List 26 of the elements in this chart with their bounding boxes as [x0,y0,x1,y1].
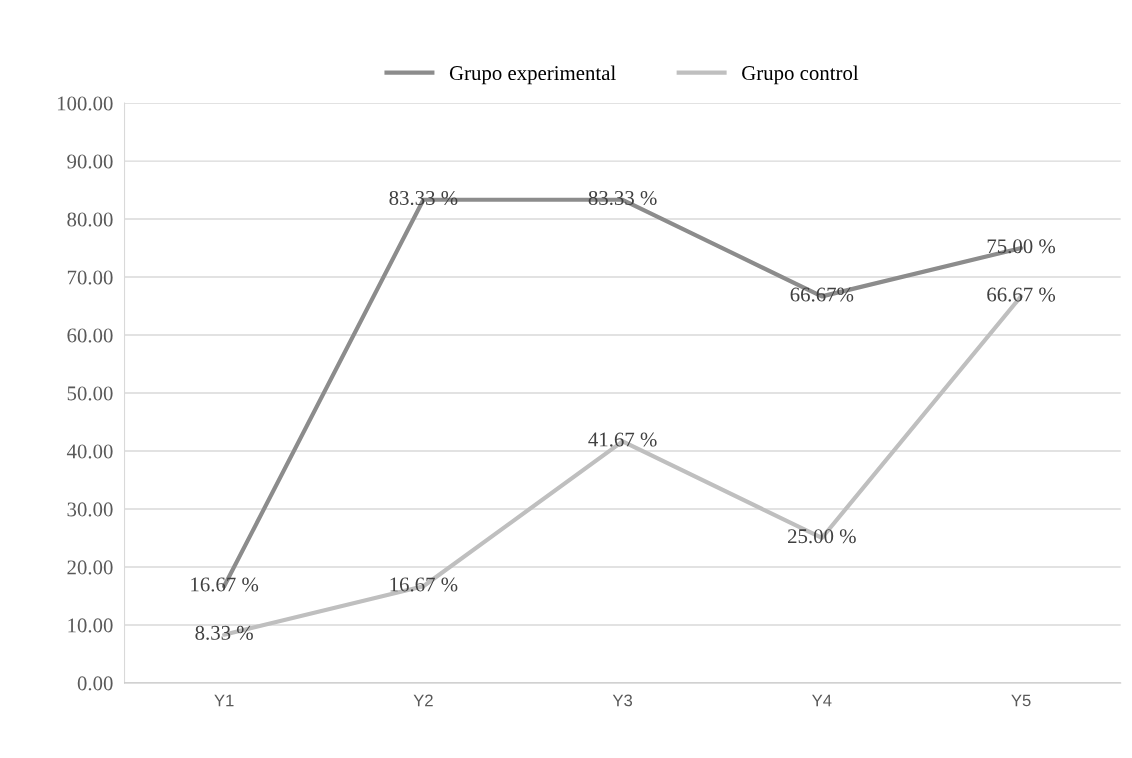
data-label: 83.33 % [588,190,657,206]
data-label: 66.67 % [987,287,1056,302]
y-tick-label: 70.00 [67,270,113,285]
x-tick-label: Y5 [1011,694,1031,707]
x-tick-label: Y4 [812,694,832,707]
x-tick-label: Y1 [214,694,234,707]
legend-label: Grupo experimental [449,65,616,85]
y-tick-label: 80.00 [67,212,113,227]
y-tick-label: 100.00 [57,96,113,111]
y-tick-label: 90.00 [67,154,113,169]
y-tick-label: 0.00 [77,676,113,691]
data-label: 16.67 % [390,577,458,592]
data-label: 41.67 % [588,432,657,447]
x-tick-label: Y2 [413,694,433,707]
y-tick-label: 30.00 [67,502,113,517]
y-tick-label: 20.00 [67,560,113,575]
y-tick-label: 50.00 [67,386,113,401]
y-tick-label: 40.00 [66,444,113,459]
data-label: 16.67 % [191,577,259,592]
data-label: 8.33 % [195,625,253,640]
x-tick-label: Y3 [612,694,633,707]
y-tick-label: 60.00 [67,328,113,343]
data-label: 25.00 % [788,529,856,544]
y-tick-label: 10.00 [68,618,113,633]
legend-label: Grupo control [742,65,859,85]
data-label: 75.00 % [987,239,1056,254]
